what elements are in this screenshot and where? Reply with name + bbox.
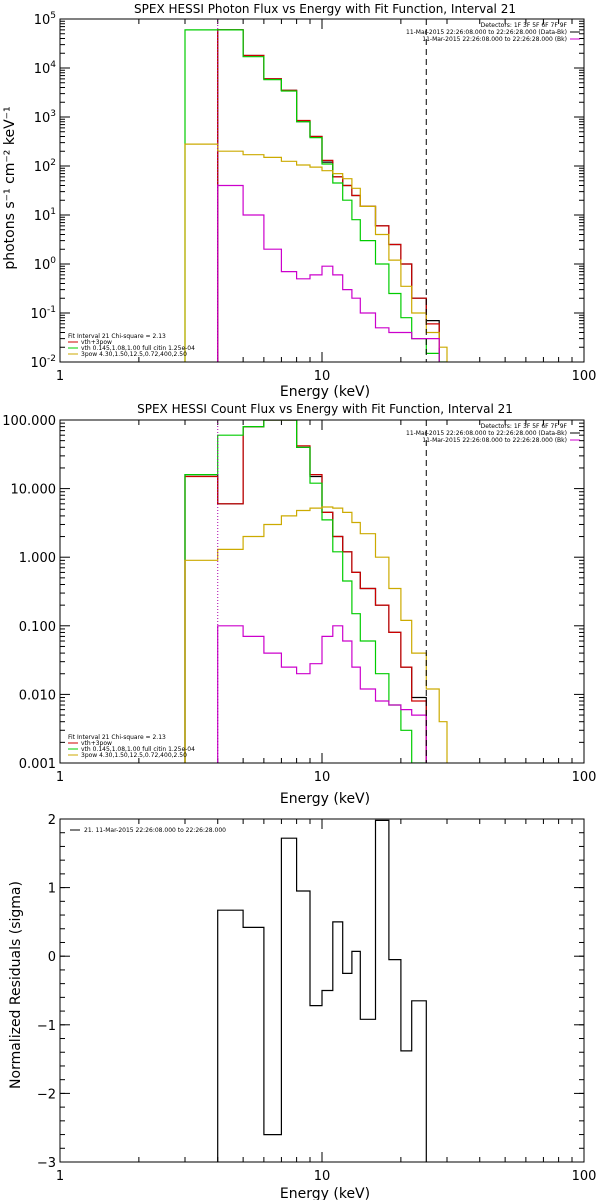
plot-frame [59,18,585,363]
y-tick-label: 100 [34,256,57,273]
y-tick-label: 10-1 [30,305,56,322]
y-tick-label: 103 [34,109,56,126]
count-flux-title: SPEX HESSI Count Flux vs Energy with Fit… [137,402,513,416]
series-2-histogram [184,29,447,362]
x-tick-label: 100 [572,1169,597,1184]
y-tick-label: 1 [48,882,56,897]
residuals-xlabel: Energy (keV) [280,1186,370,1200]
series-0-histogram [217,819,427,1162]
legend-top-text: 11-Mar-2015 22:26:08.000 to 22:26:28.000… [422,437,567,444]
plot-area [184,29,448,362]
y-tick-label: 102 [34,158,56,175]
photon-flux-panel: SPEX HESSI Photon Flux vs Energy with Fi… [2,2,596,400]
residuals-panel: Energy (keV) Normalized Residuals (sigma… [8,813,596,1200]
y-tick-label: 10.000 [11,483,57,498]
photon-flux-ylabel: photons s⁻¹ cm⁻² keV⁻¹ [2,106,18,269]
count-flux-xlabel: Energy (keV) [280,791,370,807]
y-tick-label: 104 [34,60,57,77]
series-1-histogram [217,29,440,362]
x-tick-label: 100 [572,770,597,785]
x-tick-label: 10 [314,369,331,384]
x-tick-label: 10 [314,770,331,785]
y-tick-label: −1 [37,1019,56,1034]
y-tick-label: 2 [48,813,56,828]
photon-flux-title: SPEX HESSI Photon Flux vs Energy with Fi… [134,2,516,16]
plot-frame [59,818,585,1163]
x-tick-label: 1 [56,369,64,384]
y-tick-label: 100.000 [2,414,56,429]
photon-flux-xlabel: Energy (keV) [280,384,370,400]
series-3-histogram [184,506,448,763]
legend-bottom-text: vth+3pow [81,740,112,747]
legend-bottom-text: vth+3pow [81,339,112,346]
y-tick-label: 0.100 [19,620,56,635]
y-tick-label: −2 [37,1087,56,1102]
plot-area [184,420,448,763]
y-tick-label: 0.001 [19,757,56,772]
series-4-histogram [217,184,440,362]
count-flux-panel: SPEX HESSI Count Flux vs Energy with Fit… [2,402,596,807]
legend-bottom-text: Fit Interval 21 Chi-square = 2.13 [68,333,166,340]
plot-frame [59,419,585,764]
y-tick-label: −3 [37,1156,56,1171]
plot-area [217,819,427,1162]
legend-top-text: Detectors: 1F 3F 5F 6F 7F 9F [481,423,568,430]
legend-top-text: 11-Mar-2015 22:26:08.000 to 22:26:28.000… [406,29,567,36]
series-2-histogram [184,420,427,763]
legend-top-text: 11-Mar-2015 22:26:08.000 to 22:26:28.000… [422,36,567,43]
legend-bottom-text: 3pow 4.30,1.50,12.5,0.72,400,2.50 [81,351,187,358]
y-tick-label: 10-2 [30,354,56,371]
y-tick-label: 105 [34,11,56,28]
y-tick-label: 0 [48,950,56,965]
x-tick-label: 10 [314,1169,331,1184]
legend-bottom-text: Fit Interval 21 Chi-square = 2.13 [68,734,166,741]
x-tick-label: 1 [56,770,64,785]
x-tick-label: 100 [572,369,597,384]
legend-top-text: 21. 11-Mar-2015 22:26:08.000 to 22:26:28… [84,827,226,834]
y-tick-label: 0.010 [19,688,56,703]
legend-bottom-text: vth 0.145,1.08,1.00 full citin 1.25e-04 [81,345,195,352]
series-3-histogram [184,143,448,362]
y-tick-label: 101 [34,207,56,224]
legend-top-text: Detectors: 1F 3F 5F 6F 7F 9F [481,22,568,29]
residuals-ylabel: Normalized Residuals (sigma) [8,881,24,1089]
series-4-histogram [217,625,427,763]
legend-bottom-text: 3pow 4.30,1.50,12.5,0.72,400,2.50 [81,752,187,759]
legend-top-text: 11-Mar-2015 22:26:08.000 to 22:26:28.000… [406,430,567,437]
x-tick-label: 1 [56,1169,64,1184]
y-tick-label: 1.000 [19,551,56,566]
legend-bottom-text: vth 0.145,1.08,1.00 full citin 1.25e-04 [81,746,195,753]
